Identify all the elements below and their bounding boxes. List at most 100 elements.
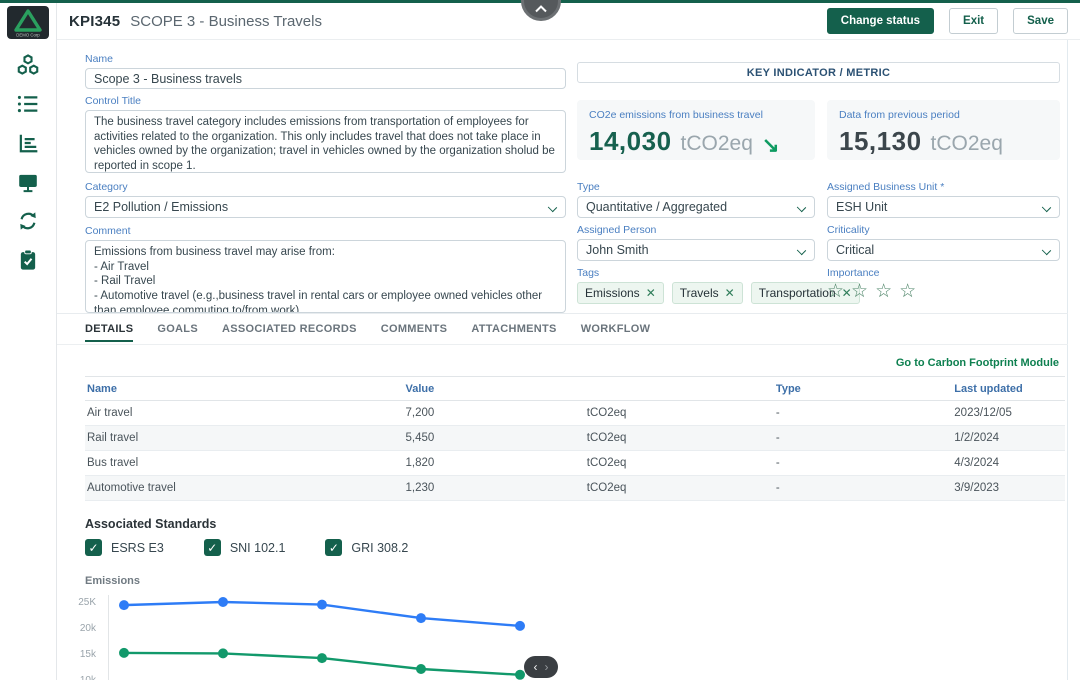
star-icon[interactable]: ☆ (851, 282, 868, 301)
tab-attachments[interactable]: ATTACHMENTS (471, 323, 556, 342)
assigned-person-label: Assigned Person (577, 224, 815, 236)
company-logo[interactable]: DEMO Corp (7, 6, 49, 39)
y-axis-line (108, 595, 109, 680)
remove-tag-icon[interactable]: ✕ (646, 286, 656, 300)
standard-item: ✓ ESRS E3 (85, 539, 164, 556)
trend-down-arrow-icon: ↘ (762, 133, 780, 158)
criticality-select[interactable]: Critical (827, 239, 1060, 261)
bar-chart-icon[interactable] (16, 131, 40, 155)
chevron-down-icon (797, 203, 806, 212)
logo-company-text: DEMO Corp (16, 32, 40, 37)
tags-list: Emissions ✕ Travels ✕ Transportation ✕ (577, 282, 860, 304)
chevron-down-icon (797, 246, 806, 255)
emissions-table: Name Value Type Last updated Air travel … (85, 376, 1065, 501)
assigned-business-unit-select[interactable]: ESH Unit (827, 196, 1060, 218)
assigned-person-select[interactable]: John Smith (577, 239, 815, 261)
chevron-up-icon (534, 5, 548, 13)
associated-standards-label: Associated Standards (85, 517, 216, 531)
assigned-business-unit-label: Assigned Business Unit * (827, 181, 1060, 193)
chevron-down-icon (548, 203, 557, 212)
checkbox-checked-icon[interactable]: ✓ (204, 539, 221, 556)
tab-goals[interactable]: GOALS (157, 323, 198, 342)
emissions-chart: 25K20k15k10k (85, 590, 560, 680)
pager-prev-icon[interactable]: ‹ (534, 661, 538, 673)
list-icon[interactable] (16, 92, 40, 116)
clipboard-check-icon[interactable] (16, 248, 40, 272)
star-icon[interactable]: ☆ (827, 282, 844, 301)
assigned-business-unit-value: ESH Unit (836, 200, 887, 214)
col-header-value: Value (404, 377, 585, 401)
metric-previous-label: Data from previous period (839, 109, 1048, 121)
tab-associated-records[interactable]: ASSOCIATED RECORDS (222, 323, 357, 342)
control-title-textarea[interactable]: The business travel category includes em… (85, 110, 566, 173)
checkbox-checked-icon[interactable]: ✓ (85, 539, 102, 556)
importance-rating[interactable]: ☆ ☆ ☆ ☆ (827, 282, 916, 301)
chevron-down-icon (1042, 246, 1051, 255)
chevron-down-icon (1042, 203, 1051, 212)
checkbox-checked-icon[interactable]: ✓ (325, 539, 342, 556)
section-divider (57, 313, 1068, 314)
metric-card-current: CO2e emissions from business travel 14,0… (577, 100, 815, 160)
remove-tag-icon[interactable]: ✕ (725, 286, 735, 300)
criticality-value: Critical (836, 243, 874, 257)
table-row[interactable]: Automotive travel 1,230 tCO2eq - 3/9/202… (85, 476, 1065, 501)
pager-next-icon[interactable]: › (545, 661, 549, 673)
tab-comments[interactable]: COMMENTS (381, 323, 448, 342)
table-row[interactable]: Rail travel 5,450 tCO2eq - 1/2/2024 (85, 426, 1065, 451)
name-label: Name (85, 53, 566, 65)
monitor-icon[interactable] (16, 170, 40, 194)
col-header-type: Type (774, 377, 952, 401)
associated-standards-list: ✓ ESRS E3 ✓ SNI 102.1 ✓ GRI 308.2 (85, 539, 408, 556)
sidebar: DEMO Corp (0, 3, 57, 680)
metric-card-previous: Data from previous period 15,130 tCO2eq (827, 100, 1060, 160)
table-row[interactable]: Air travel 7,200 tCO2eq - 2023/12/05 (85, 401, 1065, 426)
tab-bar-border (57, 344, 1068, 345)
tab-details[interactable]: DETAILS (85, 323, 133, 342)
metric-current-label: CO2e emissions from business travel (589, 109, 803, 121)
star-icon[interactable]: ☆ (875, 282, 892, 301)
category-value: E2 Pollution / Emissions (94, 200, 228, 214)
chart-title: Emissions (85, 575, 140, 587)
metric-previous-value: 15,130 (839, 126, 922, 157)
name-input[interactable] (85, 68, 566, 89)
kpi-id: KPI345 (69, 13, 120, 30)
col-header-name: Name (85, 377, 404, 401)
col-header-unit (585, 377, 774, 401)
control-title-label: Control Title (85, 95, 566, 107)
criticality-label: Criticality (827, 224, 1060, 236)
type-value: Quantitative / Aggregated (586, 200, 727, 214)
col-header-last-updated: Last updated (952, 377, 1065, 401)
type-label: Type (577, 181, 815, 193)
tag-chip[interactable]: Travels ✕ (672, 282, 743, 304)
page-header: KPI345 SCOPE 3 - Business Travels Change… (57, 3, 1080, 40)
page-title: SCOPE 3 - Business Travels (130, 13, 322, 30)
change-status-button[interactable]: Change status (827, 8, 934, 34)
key-indicator-header: KEY INDICATOR / METRIC (577, 62, 1060, 83)
exit-button[interactable]: Exit (949, 8, 998, 34)
standard-item: ✓ SNI 102.1 (204, 539, 286, 556)
save-button[interactable]: Save (1013, 8, 1068, 34)
kpi-detail-page: DEMO Corp (0, 0, 1080, 680)
table-row[interactable]: Bus travel 1,820 tCO2eq - 4/3/2024 (85, 451, 1065, 476)
chart-pager[interactable]: ‹ › (524, 656, 558, 678)
table-header-row: Name Value Type Last updated (85, 377, 1065, 401)
sync-icon[interactable] (16, 209, 40, 233)
tab-bar: DETAILS GOALS ASSOCIATED RECORDS COMMENT… (85, 323, 650, 342)
main-content-panel: Name Control Title The business travel c… (57, 40, 1068, 680)
type-select[interactable]: Quantitative / Aggregated (577, 196, 815, 218)
tab-workflow[interactable]: WORKFLOW (581, 323, 651, 342)
category-label: Category (85, 181, 566, 193)
metric-current-unit: tCO2eq (681, 132, 753, 156)
comment-label: Comment (85, 225, 566, 237)
star-icon[interactable]: ☆ (899, 282, 916, 301)
tag-chip[interactable]: Emissions ✕ (577, 282, 664, 304)
metric-current-value: 14,030 (589, 126, 672, 157)
comment-textarea[interactable]: Emissions from business travel may arise… (85, 240, 566, 313)
modules-icon[interactable] (16, 53, 40, 77)
emissions-chart-svg (110, 590, 555, 680)
assigned-person-value: John Smith (586, 243, 649, 257)
category-select[interactable]: E2 Pollution / Emissions (85, 196, 566, 218)
tags-label: Tags (577, 267, 860, 279)
carbon-footprint-module-link[interactable]: Go to Carbon Footprint Module (896, 357, 1059, 369)
metric-previous-unit: tCO2eq (931, 132, 1003, 156)
